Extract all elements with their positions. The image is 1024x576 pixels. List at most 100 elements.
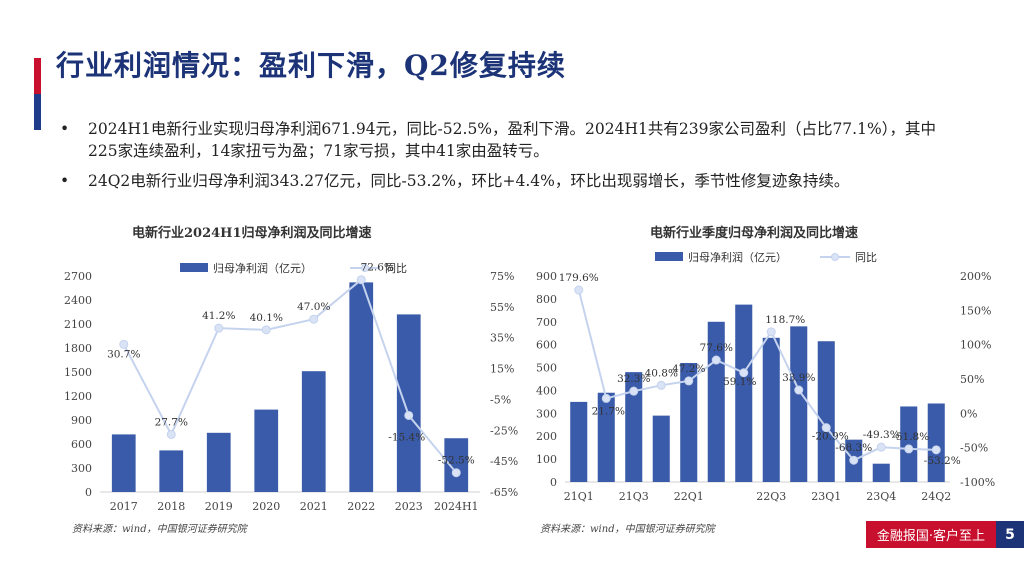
yoy-point — [931, 445, 941, 455]
y-left-tick-label: 2700 — [64, 270, 92, 283]
yoy-data-label: -52.5% — [438, 455, 475, 467]
y-left-tick-label: 300 — [536, 407, 557, 420]
yoy-point — [404, 410, 414, 420]
yoy-data-label: -51.8% — [892, 431, 929, 443]
yoy-point — [904, 444, 914, 454]
x-tick-label: 22Q3 — [756, 490, 786, 503]
bar — [652, 415, 670, 482]
yoy-data-label: 27.7% — [155, 416, 188, 428]
yoy-point — [656, 380, 666, 390]
yoy-data-label: 40.8% — [645, 367, 678, 379]
legend-bar-label: 归母净利润（亿元） — [213, 261, 312, 275]
bullet-text: 24Q2电新行业归母净利润343.27亿元，同比-53.2%，环比+4.4%，环… — [88, 172, 850, 190]
y-left-tick-label: 2400 — [64, 294, 92, 307]
chart2-title: 电新行业季度归母净利润及同比增速 — [650, 226, 859, 241]
yoy-point — [711, 355, 721, 365]
y-right-tick-label: 15% — [490, 363, 514, 376]
bar — [900, 406, 918, 482]
yoy-data-label: 179.6% — [559, 272, 599, 284]
legend-line-marker — [361, 264, 369, 272]
bar — [625, 372, 643, 482]
bar — [817, 341, 835, 482]
yoy-data-label: -49.3% — [863, 429, 900, 441]
bullet-marker: • — [60, 120, 70, 138]
bar — [206, 432, 231, 492]
y-right-tick-label: -65% — [490, 486, 518, 499]
bullet-list: • 2024H1电新行业实现归母净利润671.94元，同比-52.5%，盈利下滑… — [60, 118, 960, 200]
bar — [111, 434, 136, 492]
bar — [254, 409, 279, 492]
y-left-tick-label: 2100 — [64, 318, 92, 331]
yoy-data-label: 47.2% — [672, 363, 705, 375]
yoy-data-label: -20.9% — [812, 431, 849, 443]
yoy-data-label: 59.1% — [723, 376, 756, 388]
y-right-tick-label: 55% — [490, 301, 514, 314]
chart2-source: 资料来源：wind，中国银河证券研究院 — [540, 524, 715, 535]
yoy-point — [766, 327, 776, 337]
yoy-data-label: 118.7% — [765, 314, 805, 326]
x-tick-label: 2022 — [347, 500, 375, 513]
y-left-tick-label: 300 — [71, 462, 92, 475]
bar — [159, 450, 184, 492]
yoy-point — [684, 376, 694, 386]
yoy-point — [261, 325, 271, 335]
yoy-point — [309, 314, 319, 324]
bar — [927, 403, 945, 482]
y-left-tick-label: 400 — [536, 384, 557, 397]
y-left-tick-label: 900 — [71, 414, 92, 427]
yoy-data-label: -68.3% — [835, 442, 872, 454]
yoy-point — [356, 275, 366, 285]
x-tick-label: 2021 — [300, 500, 328, 513]
yoy-data-label: 21.7% — [592, 405, 625, 417]
x-tick-label: 2024H1 — [434, 500, 479, 513]
accent-blue — [34, 94, 41, 130]
yoy-point — [214, 323, 224, 333]
y-left-tick-label: 900 — [536, 270, 557, 283]
yoy-data-label: 32.3% — [617, 373, 650, 385]
y-right-tick-label: -50% — [960, 442, 988, 455]
footer-slogan-badge: 金融报国·客户至上 — [866, 521, 996, 548]
yoy-line — [577, 289, 937, 462]
x-tick-label: 21Q3 — [619, 490, 649, 503]
x-tick-label: 2017 — [110, 500, 138, 513]
y-left-tick-label: 200 — [536, 430, 557, 443]
y-left-tick-label: 1800 — [64, 342, 92, 355]
yoy-data-label: 47.0% — [297, 301, 330, 313]
y-right-tick-label: 35% — [490, 332, 514, 345]
y-left-tick-label: 600 — [71, 438, 92, 451]
y-right-tick-label: -45% — [490, 455, 518, 468]
yoy-point — [794, 385, 804, 395]
bar — [872, 463, 890, 482]
x-tick-label: 21Q1 — [564, 490, 594, 503]
y-right-tick-label: -25% — [490, 424, 518, 437]
y-left-tick-label: 800 — [536, 293, 557, 306]
legend-bar-swatch — [655, 252, 683, 261]
bar — [680, 362, 698, 482]
yoy-point — [876, 442, 886, 452]
x-tick-label: 24Q2 — [921, 490, 951, 503]
yoy-data-label: 33.9% — [782, 372, 815, 384]
yoy-line — [122, 278, 458, 474]
yoy-point — [451, 468, 461, 478]
x-tick-label: 23Q4 — [866, 490, 896, 503]
bar — [396, 314, 421, 492]
page-number: 5 — [996, 521, 1024, 548]
bar — [444, 438, 469, 492]
legend-bar-swatch — [180, 263, 208, 272]
bar — [301, 371, 326, 492]
yoy-data-label: 40.1% — [250, 312, 283, 324]
x-tick-label: 2018 — [157, 500, 185, 513]
accent-red — [34, 58, 41, 94]
yoy-point — [821, 423, 831, 433]
yoy-point — [166, 429, 176, 439]
y-left-tick-label: 1200 — [64, 390, 92, 403]
y-right-tick-label: 100% — [960, 339, 991, 352]
bar — [570, 401, 588, 482]
y-left-tick-label: 0 — [85, 486, 92, 499]
y-left-tick-label: 100 — [536, 453, 557, 466]
bar — [735, 304, 753, 482]
legend-line-label: 同比 — [385, 262, 407, 275]
chart1-title: 电新行业2024H1归母净利润及同比增速 — [132, 226, 372, 241]
x-tick-label: 2020 — [252, 500, 280, 513]
y-right-tick-label: 200% — [960, 270, 991, 283]
